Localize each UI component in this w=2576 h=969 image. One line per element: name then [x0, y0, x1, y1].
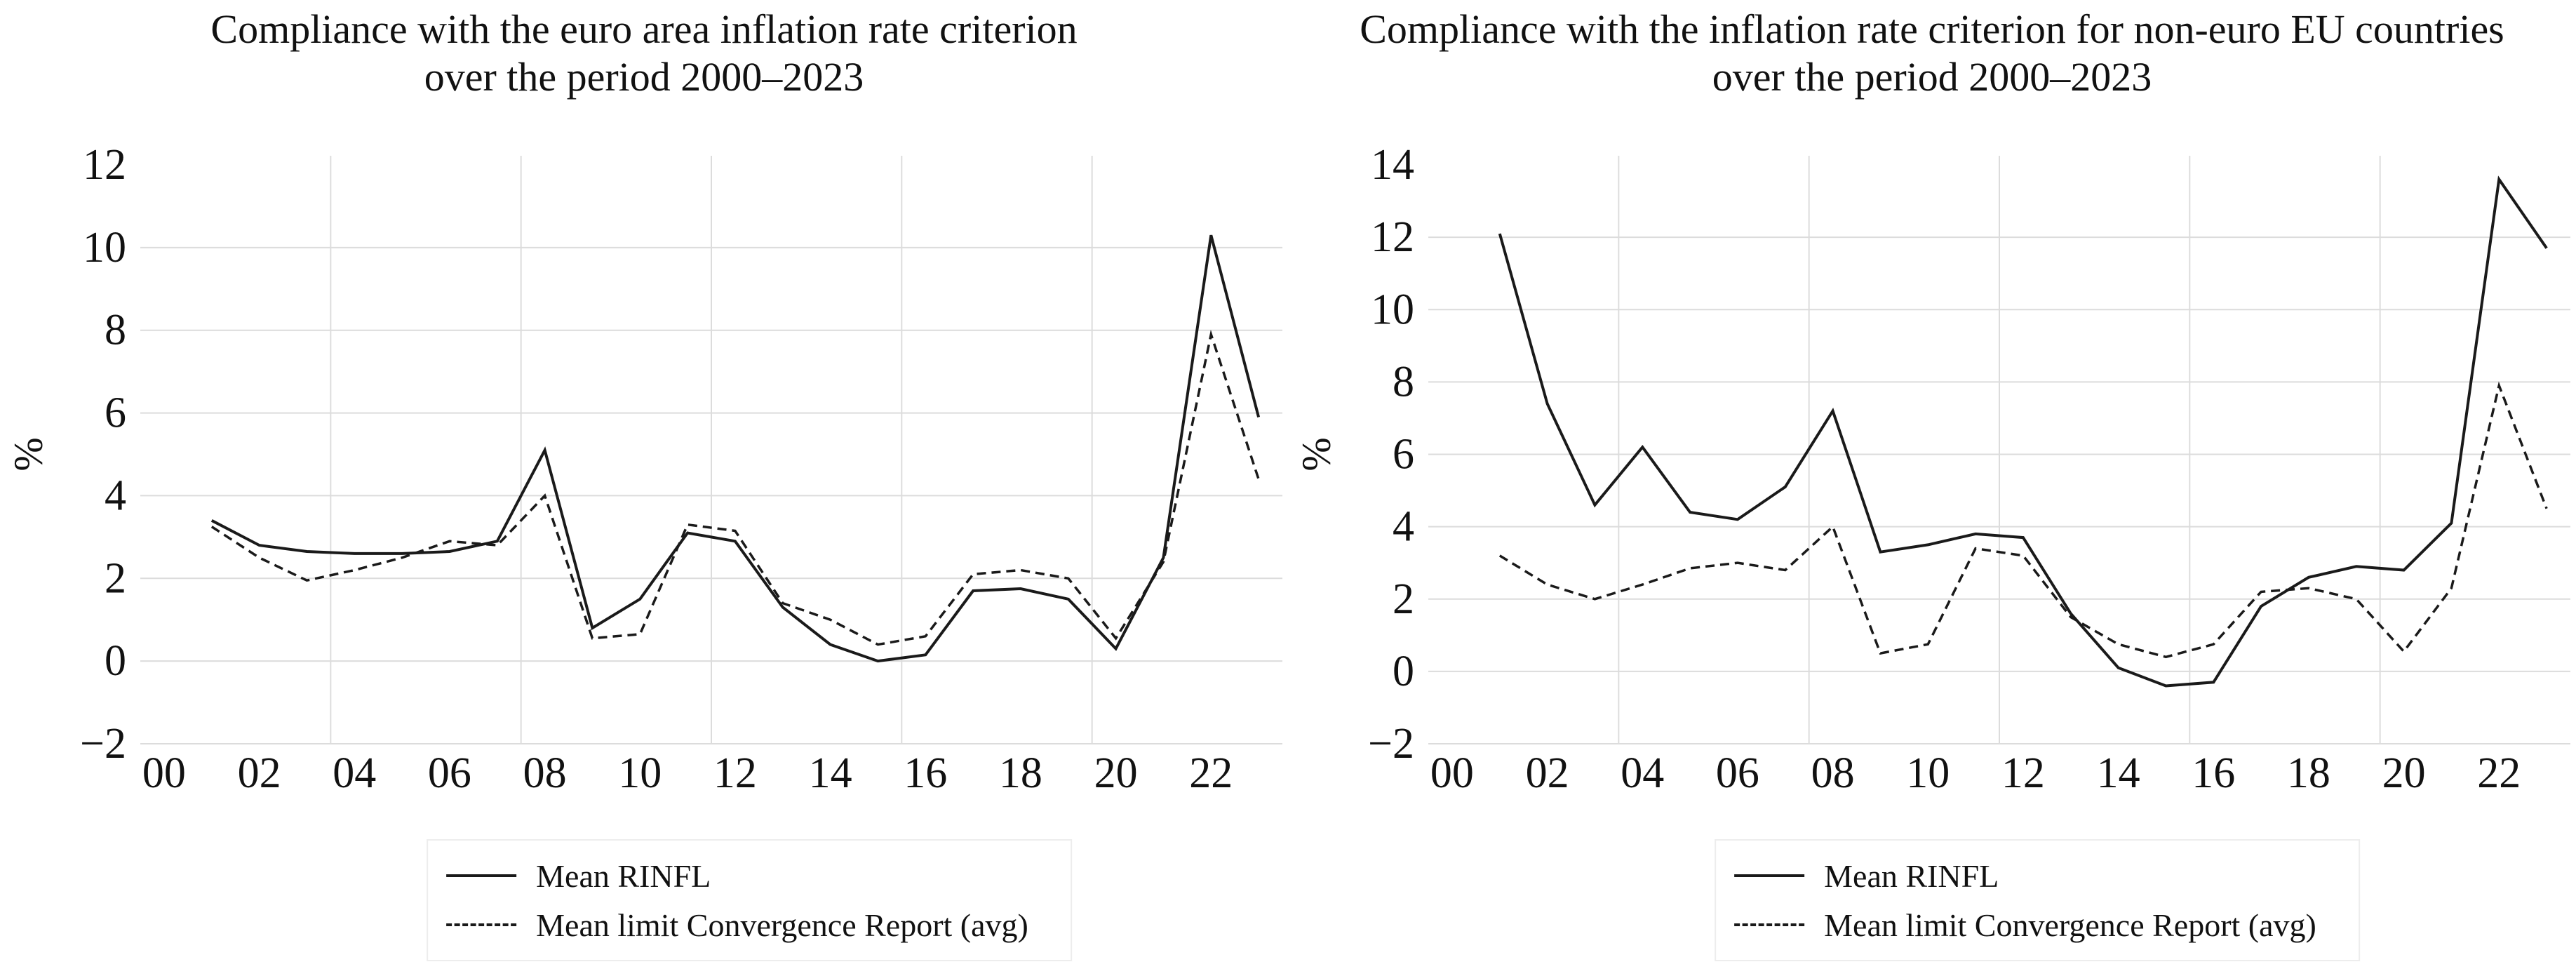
x-tick-label: 18: [999, 749, 1042, 797]
y-tick-label: −2: [1368, 720, 1414, 768]
x-tick-label: 04: [333, 749, 376, 797]
y-tick-label: 2: [1393, 575, 1414, 623]
x-tick-label: 22: [1189, 749, 1233, 797]
x-tick-label: 00: [142, 749, 186, 797]
x-tick-label: 12: [2001, 749, 2045, 797]
chart-panel-euro-area: Compliance with the euro area inflation …: [0, 6, 1288, 961]
x-tick-label: 14: [2097, 749, 2140, 797]
dashed-line-sample: [446, 923, 517, 926]
solid-line-sample: [446, 874, 517, 877]
series-line-mean-limit: [1498, 381, 2548, 659]
y-tick-label: 8: [105, 307, 126, 354]
legend-label-mean-limit: Mean limit Convergence Report (avg): [1824, 907, 2316, 943]
legend-label-mean-rinfl: Mean RINFL: [1824, 857, 1999, 894]
legend-item-mean-rinfl: Mean RINFL: [1734, 853, 2316, 898]
chart-panel-non-euro: Compliance with the inflation rate crite…: [1288, 0, 2576, 969]
x-tick-label: 08: [523, 749, 567, 797]
chart-title-line1: Compliance with the euro area inflation …: [210, 6, 1078, 52]
series-line-mean-rinfl: [1498, 175, 2548, 688]
y-tick-label: 12: [1371, 213, 1414, 261]
y-tick-label: 0: [1393, 648, 1414, 695]
x-tick-label: 08: [1811, 749, 1855, 797]
y-tick-label: 2: [105, 554, 126, 602]
y-axis-label: %: [1294, 437, 1339, 471]
y-tick-label: 0: [105, 637, 126, 685]
legend-euro-area: Mean RINFL Mean limit Convergence Report…: [427, 839, 1072, 961]
y-tick-label: 4: [105, 472, 126, 519]
y-tick-label: 12: [83, 141, 126, 189]
chart-title-euro-area: Compliance with the euro area inflation …: [0, 6, 1288, 101]
x-tick-label: 10: [1906, 749, 1950, 797]
legend-non-euro: Mean RINFL Mean limit Convergence Report…: [1715, 839, 2360, 961]
x-tick-label: 16: [904, 749, 947, 797]
x-tick-label: 02: [238, 749, 281, 797]
y-axis-label: %: [6, 437, 51, 471]
legend-item-mean-limit: Mean limit Convergence Report (avg): [446, 902, 1028, 947]
legend-label-mean-rinfl: Mean RINFL: [536, 857, 711, 894]
y-tick-label: 4: [1393, 503, 1414, 551]
chart-title-line2: over the period 2000–2023: [424, 54, 864, 100]
y-tick-label: 8: [1393, 358, 1414, 406]
x-tick-label: 20: [2382, 749, 2426, 797]
x-tick-label: 06: [428, 749, 471, 797]
chart-title-non-euro: Compliance with the inflation rate crite…: [1288, 6, 2576, 101]
y-tick-label: 6: [1393, 431, 1414, 479]
x-tick-label: 10: [618, 749, 662, 797]
x-tick-label: 22: [2477, 749, 2521, 797]
y-tick-label: −2: [80, 720, 126, 768]
series-line-mean-limit: [210, 329, 1260, 646]
y-tick-label: 6: [105, 389, 126, 437]
x-tick-label: 12: [713, 749, 757, 797]
legend-label-mean-limit: Mean limit Convergence Report (avg): [536, 907, 1028, 943]
y-tick-label: 14: [1371, 141, 1414, 189]
legend-item-mean-limit: Mean limit Convergence Report (avg): [1734, 902, 2316, 947]
chart-title-line2: over the period 2000–2023: [1712, 54, 2152, 100]
x-tick-label: 02: [1526, 749, 1569, 797]
chart-title-line1: Compliance with the inflation rate crite…: [1360, 6, 2504, 52]
legend-item-mean-rinfl: Mean RINFL: [446, 853, 1028, 898]
x-tick-label: 20: [1094, 749, 1138, 797]
x-tick-label: 00: [1430, 749, 1474, 797]
x-tick-label: 04: [1621, 749, 1664, 797]
x-tick-label: 06: [1716, 749, 1759, 797]
x-tick-label: 14: [809, 749, 852, 797]
y-tick-label: 10: [83, 224, 126, 272]
y-tick-label: 10: [1371, 286, 1414, 333]
x-tick-label: 18: [2287, 749, 2330, 797]
series-line-mean-rinfl: [210, 234, 1261, 663]
dashed-line-sample: [1734, 923, 1805, 926]
solid-line-sample: [1734, 874, 1805, 877]
x-tick-label: 16: [2192, 749, 2235, 797]
